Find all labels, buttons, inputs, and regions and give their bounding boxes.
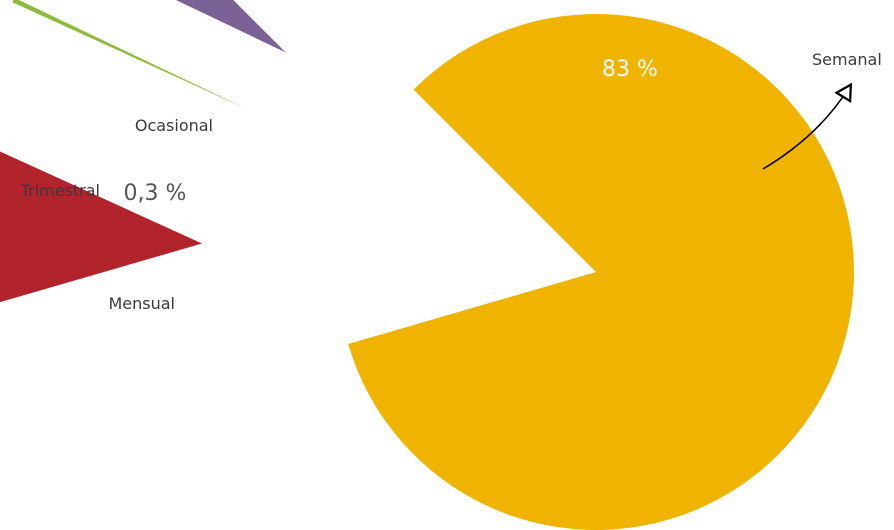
category-label-ocasional: Ocasional (135, 116, 213, 135)
category-label-semanal: Semanal (812, 50, 882, 69)
category-label-trimestral: Trimestral (20, 181, 100, 200)
pie-slice-mensual (0, 151, 203, 303)
value-label-mensual: 11,3 % (234, 290, 311, 315)
pie-slices (0, 0, 854, 530)
value-label-semanal: 83 % (602, 57, 658, 82)
semanal-callout-arrow-icon (762, 86, 850, 170)
value-label-trimestral: 0,3 % (124, 181, 187, 206)
pie-slice-trimestral (12, 0, 248, 110)
value-label-ocasional: 5,4 % (243, 153, 306, 178)
category-label-mensual: Mensual (108, 294, 175, 313)
pie-slice-semanal (348, 13, 854, 530)
pie-labels: 83 % 11,3 % 0,3 % 5,4 % Semanal Mensual Trimes… (20, 50, 882, 315)
pie-slice-ocasional (175, 0, 286, 53)
